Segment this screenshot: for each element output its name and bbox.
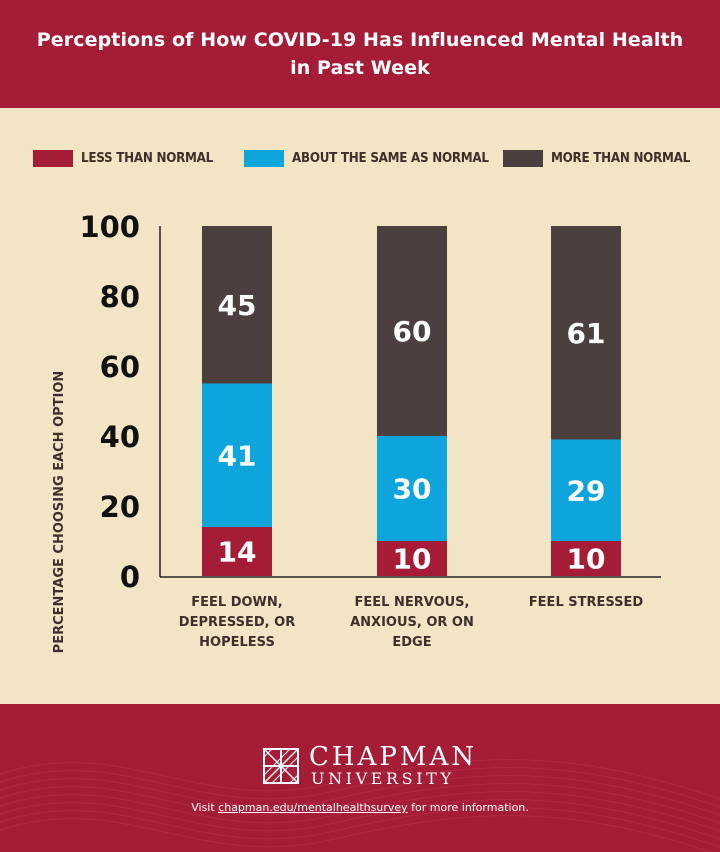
data-label: 45 — [218, 289, 257, 322]
x-category-label: HOPELESS — [199, 635, 275, 650]
bar-segment-less — [377, 541, 447, 576]
page-title: Perceptions of How COVID-19 Has Influenc… — [0, 0, 720, 82]
y-tick-label: 40 — [100, 420, 140, 454]
legend-label-more: MORE THAN NORMAL — [551, 150, 690, 166]
y-axis-title: PERCENTAGE CHOOSING EACH OPTION — [52, 371, 67, 654]
x-category-label: FEEL NERVOUS, — [355, 595, 470, 610]
bar-segment-same — [377, 436, 447, 541]
y-tick-label: 100 — [79, 210, 140, 244]
title-line-1: Perceptions of How COVID-19 Has Influenc… — [36, 29, 684, 51]
bar-segment-more — [377, 226, 447, 436]
stacked-bar-chart: 0 20 40 60 80 100 PERCENTAGE CHOOSING EACH OPT… — [52, 210, 661, 654]
title-line-2: in Past Week — [290, 57, 430, 79]
legend-label-less: LESS THAN NORMAL — [81, 150, 213, 166]
x-category-label: DEPRESSED, OR — [179, 615, 295, 630]
footer-wave-pattern — [0, 759, 720, 852]
legend-item-more: MORE THAN NORMAL — [503, 147, 702, 169]
data-label: 14 — [218, 536, 257, 569]
visit-info: Visit chapman.edu/mentalhealthsurvey for… — [0, 801, 720, 814]
y-tick-label: 20 — [100, 490, 140, 524]
header-banner: Perceptions of How COVID-19 Has Influenc… — [0, 0, 720, 108]
visit-prefix: Visit — [191, 801, 219, 814]
chapman-logo[interactable]: CHAPMAN UNIVERSITY — [263, 744, 477, 788]
data-label: 41 — [218, 439, 257, 472]
legend-item-less: LESS THAN NORMAL — [33, 147, 224, 169]
data-label: 61 — [567, 317, 606, 350]
bar-segment-less — [551, 541, 621, 576]
logo-line-1: CHAPMAN — [309, 742, 477, 772]
legend-item-same: ABOUT THE SAME AS NORMAL — [244, 147, 506, 169]
bar-segment-more — [551, 226, 621, 440]
legend-label-same: ABOUT THE SAME AS NORMAL — [292, 150, 489, 166]
bar-segment-less — [202, 527, 272, 576]
logo-wordmark: CHAPMAN UNIVERSITY — [309, 744, 477, 788]
logo-line-2: UNIVERSITY — [311, 769, 455, 788]
bar-segment-more — [202, 226, 272, 384]
bar-segment-same — [202, 383, 272, 527]
legend-swatch-same — [244, 149, 284, 167]
survey-link[interactable]: chapman.edu/mentalhealthsurvey — [218, 801, 408, 814]
visit-suffix: for more information. — [407, 801, 529, 814]
x-category-label: EDGE — [392, 635, 431, 650]
y-tick-label: 60 — [100, 350, 140, 384]
data-label: 10 — [393, 543, 432, 576]
bar-segment-same — [551, 439, 621, 541]
y-tick-label: 0 — [120, 560, 140, 594]
data-label: 29 — [567, 474, 606, 507]
legend-swatch-less — [33, 149, 73, 167]
x-category-label: FEEL STRESSED — [529, 595, 644, 610]
x-category-label: FEEL DOWN, — [191, 595, 282, 610]
data-label: 10 — [567, 543, 606, 576]
legend-swatch-more — [503, 149, 543, 167]
y-tick-label: 80 — [100, 280, 140, 314]
data-label: 30 — [393, 473, 432, 506]
chapman-emblem-icon — [263, 748, 299, 784]
footer-banner — [0, 704, 720, 852]
data-label: 60 — [393, 315, 432, 348]
x-category-label: ANXIOUS, OR ON — [350, 615, 474, 630]
